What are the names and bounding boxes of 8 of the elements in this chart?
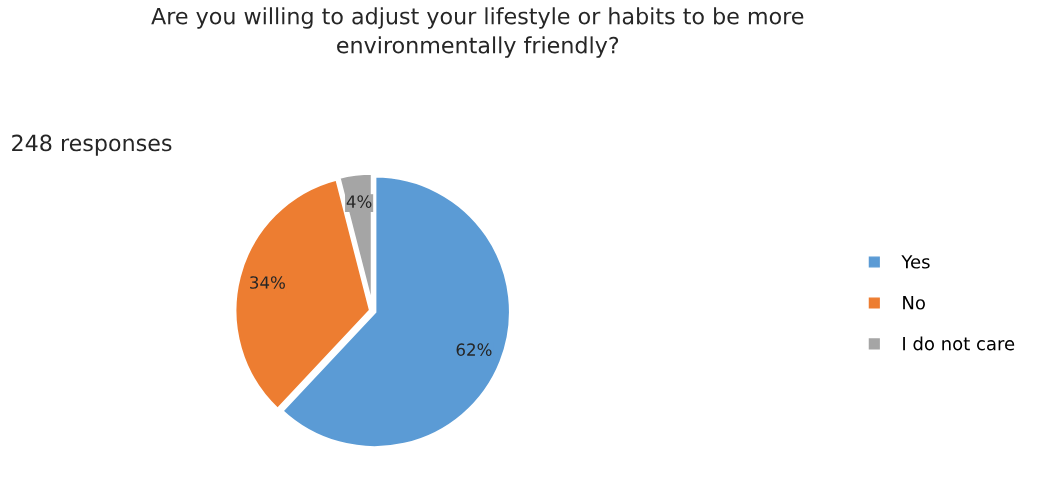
- legend-label: No: [903, 296, 925, 310]
- chart-title: Are you willing to adjust your lifestyle or habits to be more environmentally friendly?: [151, 7, 804, 58]
- data-label: 4%: [346, 195, 372, 208]
- legend-label: Yes: [901, 255, 930, 269]
- text: 248 responses: [12, 134, 172, 156]
- legend-label: I do not care: [903, 336, 1015, 351]
- data-label: 62%: [456, 343, 492, 356]
- data-label: 34%: [250, 276, 285, 289]
